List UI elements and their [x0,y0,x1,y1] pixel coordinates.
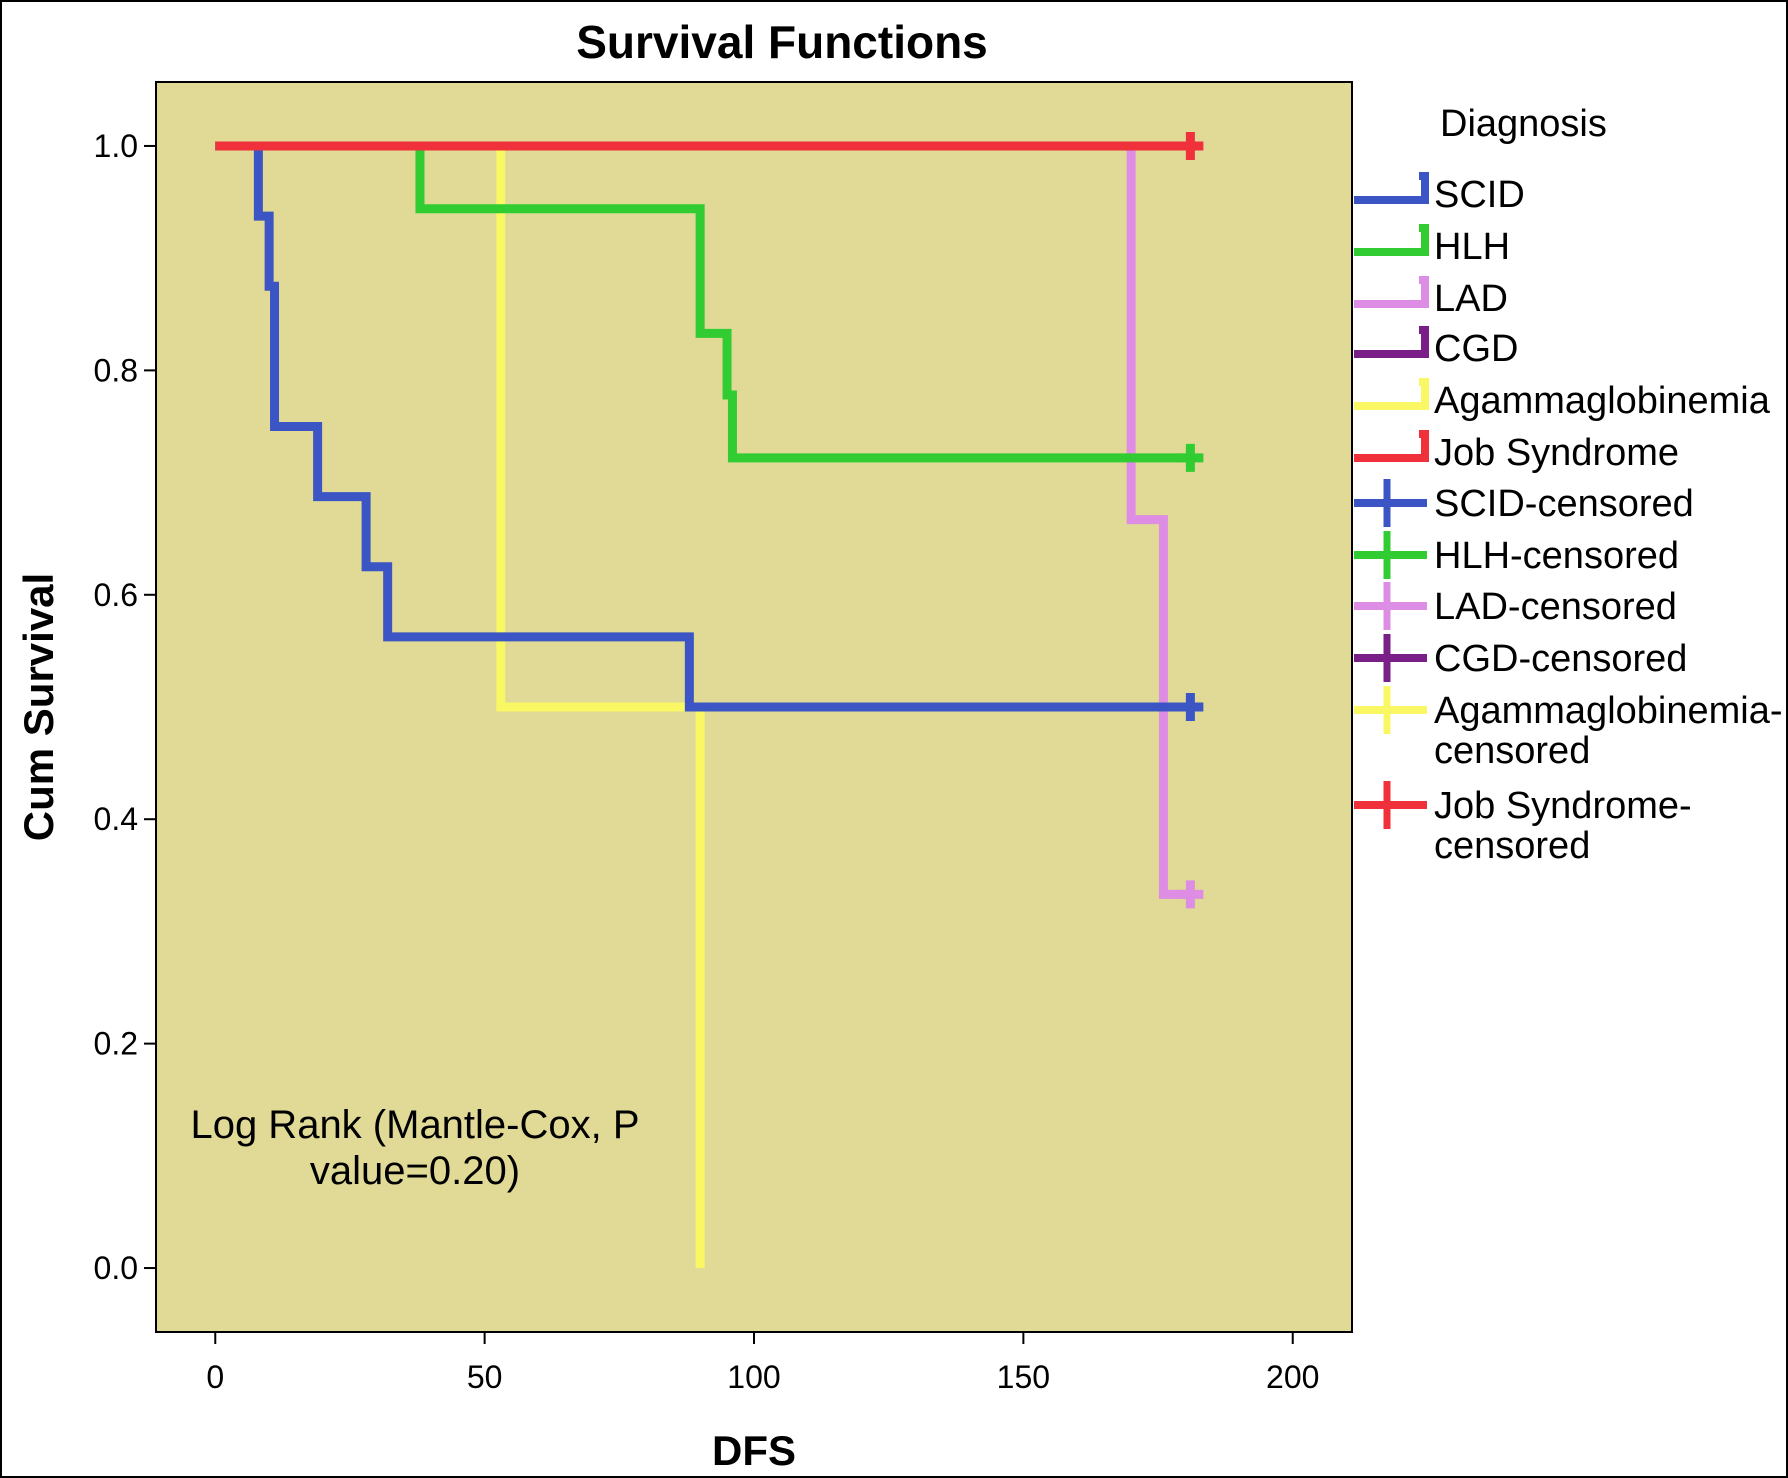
x-axis-label: DFS [712,1427,796,1474]
legend-label: HLH-censored [1434,535,1679,577]
y-tick-label: 0.0 [94,1250,138,1286]
axes-layer: 0.0 0.2 0.4 0.6 0.8 1.0 0 50 100 150 200 [94,128,1320,1395]
legend-label: SCID-censored [1434,483,1694,525]
legend-entry-cgd: CGD [1354,326,1518,370]
series-hlh-censor-mark [1177,443,1204,472]
legend-label: SCID [1434,174,1525,216]
x-tick-label: 50 [467,1359,503,1395]
legend-step-swatch [1354,378,1429,410]
legend-label: LAD-censored [1434,586,1677,628]
legend-step-swatch [1354,276,1429,308]
y-tick-label: 0.2 [94,1026,138,1062]
legend-title: Diagnosis [1440,103,1607,145]
legend-label: Job Syndrome [1434,432,1679,474]
annotation-line-2: value=0.20) [310,1149,520,1193]
legend-label: CGD [1434,328,1518,370]
x-tick-label: 100 [727,1359,780,1395]
legend-label: CGD-censored [1434,638,1687,680]
legend-label: Job Syndrome- [1434,785,1692,827]
series-lad-censor-mark [1177,880,1204,909]
legend-label: LAD [1434,278,1508,320]
censor-layer [1177,131,1204,909]
legend-entry-job-syndrome: Job Syndrome [1354,430,1679,474]
legend: Diagnosis SCID HLH LAD CGD Agammaglobinemia J… [1354,103,1783,867]
legend-entry-hlh: HLH [1354,224,1510,268]
x-tick-label: 200 [1266,1359,1319,1395]
annotation-line-1: Log Rank (Mantle-Cox, P [190,1103,639,1147]
x-tick-label: 150 [997,1359,1050,1395]
legend-step-swatch [1354,172,1429,204]
legend-entry-hlh-censored: HLH-censored [1354,531,1679,579]
legend-step-swatch [1354,224,1429,256]
legend-label: censored [1434,825,1590,867]
series-scid-censor-mark [1177,693,1204,721]
series-job-syndrome-censor-mark [1177,131,1204,160]
y-tick-label: 1.0 [94,128,138,164]
legend-entry-job-syndrome-censored: Job Syndrome-censored [1354,781,1692,867]
legend-entry-scid-censored: SCID-censored [1354,479,1694,527]
y-tick-label: 0.6 [94,577,138,613]
legend-label: HLH [1434,226,1510,268]
legend-step-swatch [1354,430,1429,462]
legend-label: censored [1434,730,1590,772]
series-layer [215,141,1191,1269]
legend-entry-lad: LAD [1354,276,1508,320]
legend-step-swatch [1354,326,1429,358]
chart-title: Survival Functions [576,16,988,68]
series-scid-line [215,141,1191,712]
legend-entry-agammaglobinemia-censored: Agammaglobinemia-censored [1354,686,1783,772]
series-hlh-line [215,141,1191,463]
legend-entry-scid: SCID [1354,172,1525,216]
x-tick-label: 0 [206,1359,224,1395]
y-tick-label: 0.4 [94,801,138,837]
legend-entry-agammaglobinemia: Agammaglobinemia [1354,378,1771,422]
y-axis-label: Cum Survival [15,573,62,841]
legend-label: Agammaglobinemia [1434,380,1771,422]
legend-entry-lad-censored: LAD-censored [1354,582,1677,630]
legend-label: Agammaglobinemia- [1434,690,1783,732]
legend-entry-cgd-censored: CGD-censored [1354,634,1687,682]
y-tick-label: 0.8 [94,352,138,388]
